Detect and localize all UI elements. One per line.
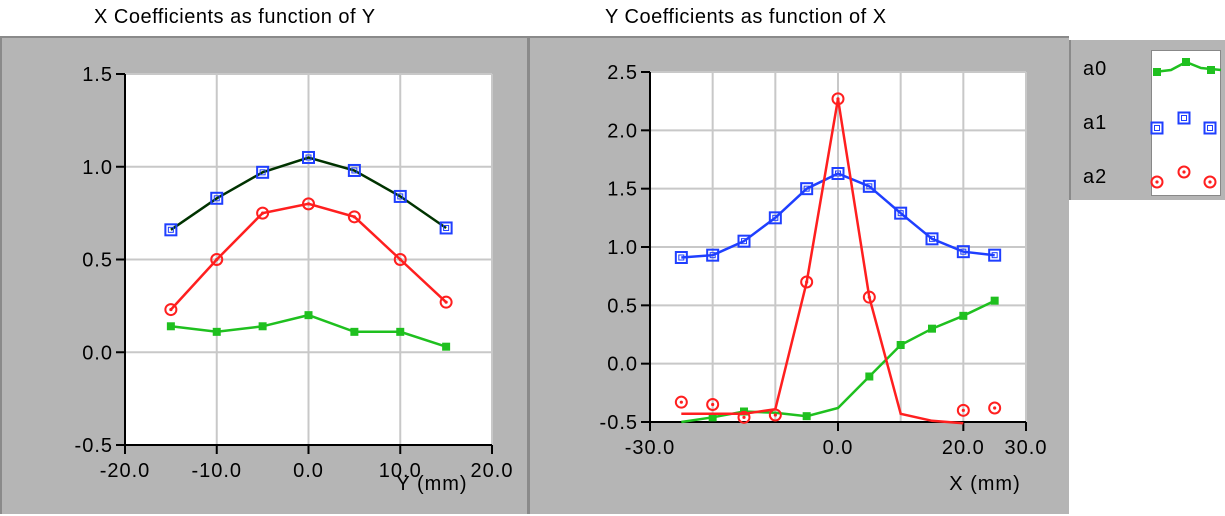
data-point-a1 xyxy=(706,248,720,262)
data-point-a0 xyxy=(928,324,936,333)
y-tick-label: 2.0 xyxy=(607,120,638,142)
legend-marker-a2 xyxy=(1203,175,1217,189)
legend-label-a1: a1 xyxy=(1083,112,1108,134)
data-point-a2 xyxy=(956,403,970,417)
legend-marker-a2 xyxy=(1150,175,1164,189)
data-point-a2 xyxy=(800,275,814,289)
x-tick-label: -30.0 xyxy=(625,437,676,459)
legend-label-a0: a0 xyxy=(1083,58,1108,80)
data-point-a1 xyxy=(925,232,939,246)
data-point-a1 xyxy=(862,179,876,193)
data-point-a2 xyxy=(862,290,876,304)
data-point-a1 xyxy=(768,211,782,225)
data-point-a2 xyxy=(439,295,453,309)
y-tick-label: -0.5 xyxy=(75,435,113,457)
chart-panel-left: -0.5 0.0 0.5 1.0 1.5 -20.0 -10.0 0.0 10.0 20.0 Y (… xyxy=(0,36,527,514)
data-point-a1 xyxy=(393,189,407,203)
data-point-a2 xyxy=(768,408,782,422)
y-tick-label: 0.5 xyxy=(82,250,113,272)
chart-panel-right: -0.5 0.0 0.5 1.0 1.5 2.0 2.5 -30.0 0.0 20.0 30.0 X … xyxy=(527,36,1069,514)
x-tick-label: 30.0 xyxy=(1005,437,1048,459)
data-point-a1 xyxy=(210,191,224,205)
legend-marker-a0 xyxy=(1153,68,1161,76)
x-tick-label: 10.0 xyxy=(379,460,422,482)
data-point-a2 xyxy=(393,253,407,266)
data-point-a2 xyxy=(347,210,361,224)
series-line-a1 xyxy=(170,156,447,231)
data-point-a1 xyxy=(894,206,908,220)
x-tick-label: -20.0 xyxy=(100,460,151,482)
x-tick-label: 0.0 xyxy=(293,460,324,482)
y-tick-label: 0.5 xyxy=(607,295,638,317)
data-point-a2 xyxy=(210,253,224,266)
y-tick-label: 1.5 xyxy=(82,64,113,86)
y-tick-label: 1.5 xyxy=(607,179,638,201)
y-tick-label: 0.0 xyxy=(607,354,638,376)
data-point-a0 xyxy=(802,412,811,421)
data-point-a1 xyxy=(256,165,270,179)
data-point-a1 xyxy=(439,221,453,235)
legend-marker-a1 xyxy=(1203,121,1217,135)
legend-marker-a0 xyxy=(1182,58,1190,66)
x-axis-label-right: X (mm) xyxy=(949,473,1021,495)
legend-marker-a1 xyxy=(1150,121,1164,135)
x-axis-label-left: Y (mm) xyxy=(396,473,467,495)
y-tick-label: -0.5 xyxy=(600,412,638,434)
data-point-a0 xyxy=(396,327,405,336)
chart-right-svg: -0.5 0.0 0.5 1.0 1.5 2.0 2.5 -30.0 0.0 20.0 30.0 X … xyxy=(600,62,1048,495)
data-point-a2 xyxy=(674,395,688,409)
data-point-a2 xyxy=(706,398,720,411)
data-point-a0 xyxy=(865,372,874,381)
y-tick-label: 1.0 xyxy=(607,237,638,259)
data-point-a0 xyxy=(959,311,968,320)
x-tick-label: 20.0 xyxy=(471,460,514,482)
data-point-a0 xyxy=(990,296,999,305)
data-point-a0 xyxy=(258,322,267,331)
legend-label-a2: a2 xyxy=(1083,166,1108,188)
data-point-a2 xyxy=(831,92,845,106)
data-point-a0 xyxy=(896,341,905,349)
chart-title-left: X Coefficients as function of Y xyxy=(94,6,376,28)
data-point-a1 xyxy=(674,251,688,264)
data-point-a0 xyxy=(442,342,451,351)
data-point-a1 xyxy=(164,223,178,237)
data-point-a2 xyxy=(164,303,178,317)
x-tick-label: 0.0 xyxy=(823,437,854,459)
data-point-a1 xyxy=(956,245,970,259)
chart-title-right: Y Coefficients as function of X xyxy=(605,6,887,28)
data-point-a0 xyxy=(304,311,313,320)
data-point-a1 xyxy=(737,234,751,248)
data-point-a1 xyxy=(347,163,361,177)
x-tick-label: 20.0 xyxy=(942,437,985,459)
legend-marker-a2 xyxy=(1177,165,1191,179)
chart-left-svg: -0.5 0.0 0.5 1.0 1.5 -20.0 -10.0 0.0 10.0 20.0Y (… xyxy=(75,64,514,495)
legend: a0 a1 a2 xyxy=(1069,40,1225,200)
data-point-a1 xyxy=(800,182,814,196)
legend-marker-a0 xyxy=(1207,66,1215,74)
x-tick-label: -10.0 xyxy=(191,460,242,482)
data-point-a2 xyxy=(988,401,1002,415)
data-point-a0 xyxy=(212,327,221,336)
data-point-a2 xyxy=(256,206,270,220)
data-point-a0 xyxy=(708,413,717,422)
legend-marker-a1 xyxy=(1177,111,1191,125)
y-tick-label: 1.0 xyxy=(82,157,113,179)
y-tick-label: 2.5 xyxy=(607,62,638,84)
series-line-a1 xyxy=(681,172,995,259)
y-tick-label: 0.0 xyxy=(82,342,113,364)
data-point-a0 xyxy=(350,327,359,336)
series-line-a2 xyxy=(681,98,964,425)
legend-svg xyxy=(1150,58,1222,189)
data-point-a2 xyxy=(737,410,751,424)
data-point-a1 xyxy=(302,150,315,164)
data-point-a1 xyxy=(831,167,845,180)
data-point-a0 xyxy=(166,322,175,331)
data-point-a1 xyxy=(988,248,1002,262)
data-point-a2 xyxy=(302,197,315,211)
